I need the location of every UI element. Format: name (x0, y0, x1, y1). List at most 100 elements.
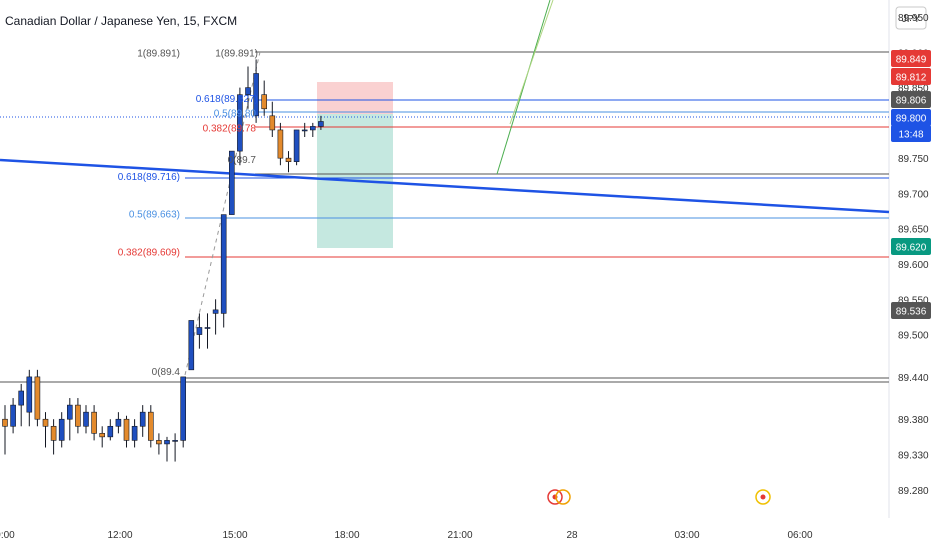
price-tick-label: 89.500 (898, 331, 929, 342)
candle-body (318, 121, 324, 127)
candle[interactable] (26, 369, 33, 427)
candle-body (164, 440, 170, 445)
price-tick-label: 89.700 (898, 189, 929, 200)
candle-body (75, 404, 81, 427)
candle[interactable] (139, 405, 146, 437)
time-tick-label: 12:00 (107, 530, 132, 541)
price-badge-label: 89.812 (896, 73, 927, 84)
candle[interactable] (253, 59, 259, 123)
candle-body (50, 425, 57, 441)
price-badge-label: 89.800 (896, 114, 927, 125)
candle[interactable] (156, 433, 162, 455)
candle[interactable] (172, 433, 178, 462)
candle[interactable] (229, 150, 235, 215)
short-stop-zone[interactable] (317, 82, 393, 114)
candle-body (58, 418, 65, 441)
candle[interactable] (131, 419, 138, 448)
fib-labels: 1(89.891) 1(89.891) 0.618(89.827) 0.5(89.80… (118, 49, 258, 378)
price-tick-label: 89.750 (898, 154, 929, 165)
candle[interactable] (10, 398, 16, 434)
candle[interactable] (2, 405, 8, 455)
candle[interactable] (83, 405, 89, 434)
candle-body (99, 433, 105, 438)
candle[interactable] (220, 214, 227, 328)
candle[interactable] (164, 436, 170, 462)
green-trend-line-1[interactable] (496, 0, 551, 175)
time-tick-label: 03:00 (674, 530, 699, 541)
candle-body (188, 320, 195, 371)
candle-body (301, 129, 308, 132)
price-badge: 89.806 (891, 91, 931, 108)
price-tick-label: 89.950 (898, 13, 929, 24)
candle-body (91, 411, 97, 434)
price-badge: 89.800 (891, 109, 931, 126)
candle[interactable] (42, 412, 49, 448)
candle[interactable] (196, 313, 203, 349)
candle[interactable] (188, 320, 195, 371)
price-badge: 89.620 (891, 238, 931, 255)
candle[interactable] (148, 405, 154, 448)
time-tick-label: 21:00 (447, 530, 472, 541)
candle-body (269, 115, 276, 131)
fib-label: 0.5(89.663) (129, 210, 180, 221)
candle[interactable] (123, 415, 130, 448)
fib-label: 1(89.891) (215, 49, 258, 60)
candle[interactable] (107, 419, 114, 441)
candle-body (107, 425, 114, 438)
candle[interactable] (261, 80, 268, 116)
fib-label: 0.382(89.609) (118, 248, 180, 259)
candle[interactable] (285, 151, 292, 173)
candle-body (253, 73, 259, 117)
price-tick-label: 89.550 (898, 295, 929, 306)
candle[interactable] (204, 313, 211, 349)
fib-label: 0.5(89.80 (214, 109, 257, 120)
candle[interactable] (99, 426, 105, 448)
candle[interactable] (91, 405, 97, 441)
candle[interactable] (277, 122, 284, 166)
candle[interactable] (67, 398, 73, 441)
candle[interactable] (58, 412, 65, 448)
price-badge: 13:48 (891, 125, 931, 142)
event-marker-dividend[interactable] (755, 489, 771, 505)
candle-body (131, 425, 138, 441)
price-badge: 89.536 (891, 302, 931, 319)
candle[interactable] (18, 383, 25, 427)
candle-body (261, 94, 268, 110)
candle-body (285, 157, 292, 162)
candle[interactable] (269, 101, 276, 137)
candle-body (156, 440, 162, 445)
price-tick-label: 89.380 (898, 415, 929, 426)
candle-body (148, 411, 154, 441)
candle-body (277, 129, 284, 159)
candle[interactable] (212, 299, 219, 335)
candle[interactable] (293, 129, 300, 166)
candle-body (2, 418, 8, 427)
candle[interactable] (180, 376, 186, 448)
candle[interactable] (301, 122, 308, 137)
candles-group (2, 59, 324, 462)
currency-button[interactable]: JPY (895, 6, 927, 30)
candle[interactable] (318, 115, 324, 130)
candle[interactable] (115, 412, 122, 434)
time-tick-label: 15:00 (222, 530, 247, 541)
candle[interactable] (50, 419, 57, 455)
candle[interactable] (34, 369, 41, 427)
candle-body (204, 327, 211, 329)
green-trend-line-2[interactable] (509, 0, 554, 125)
price-badges: 89.849 89.812 89.806 89.800 13:48 89.620 89.53… (891, 50, 931, 319)
event-marker-earnings[interactable] (547, 489, 571, 505)
candle[interactable] (75, 398, 81, 434)
chart-title: Canadian Dollar / Japanese Yen, 15, FXCM (5, 14, 237, 28)
candle[interactable] (309, 122, 316, 137)
candle[interactable] (237, 87, 243, 166)
candle-body (34, 376, 41, 420)
time-axis[interactable]: 9:00 12:00 15:00 18:00 21:00 28 03:00 06:00 (0, 530, 813, 541)
candle-body (220, 214, 227, 314)
price-tick-label: 89.280 (898, 486, 929, 497)
trend-line[interactable] (0, 158, 890, 214)
candle[interactable] (245, 66, 251, 109)
candle-body (245, 87, 251, 95)
fib-label: 0(89.7 (228, 155, 257, 166)
candle-body (115, 418, 122, 427)
